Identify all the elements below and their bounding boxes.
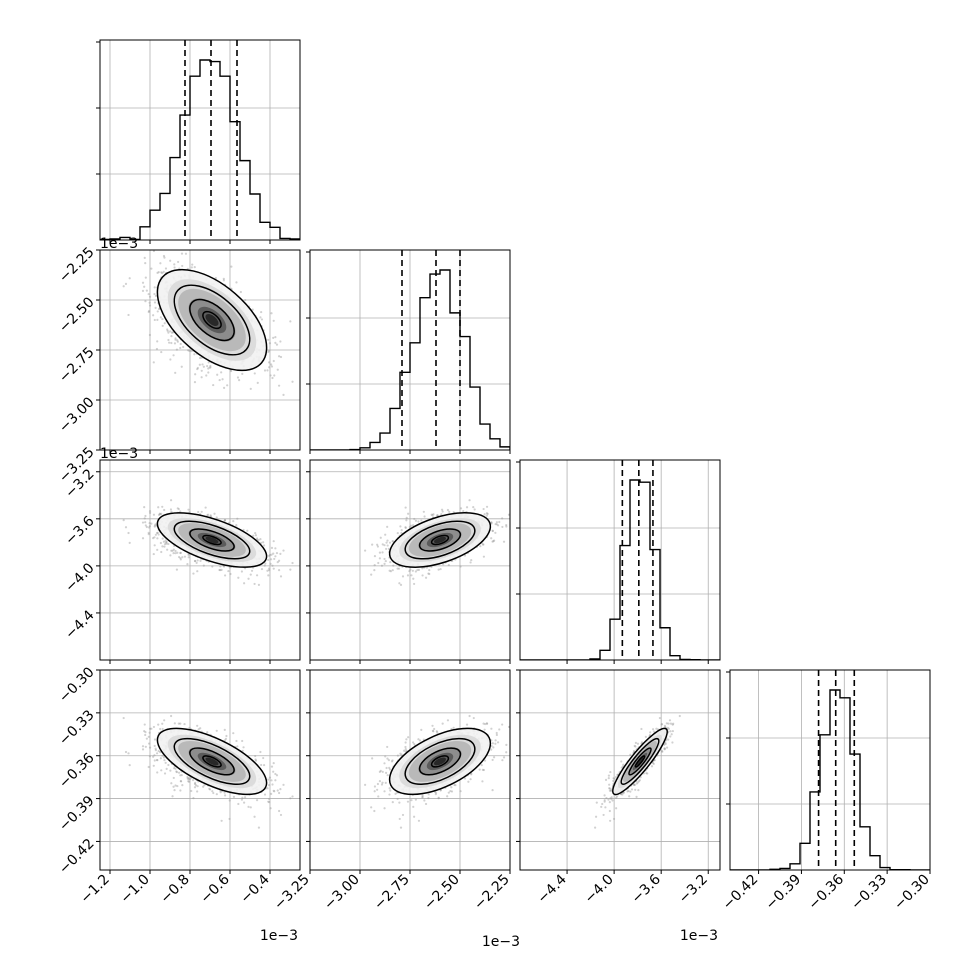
panel-frame [519,669,721,871]
scatter-panel-2-1 [306,459,511,664]
histogram-panel-3 [726,669,931,874]
histogram-step [730,689,930,870]
x-tick-label: −0.36 [805,871,847,913]
density-level-5 [205,313,219,326]
histogram-panel-0 [96,39,301,244]
panel-frame [99,39,301,241]
x-offset-label: 1e−3 [680,928,718,944]
scatter-panel-3-2 [516,669,721,874]
contour-2 [628,747,652,776]
x-tick-label: −4.4 [535,871,570,906]
density-level-5 [636,757,644,766]
contour-1 [173,284,251,356]
contour-0 [156,512,268,568]
y-tick-label: −3.00 [56,394,98,436]
contour-0 [388,512,492,568]
panel-frame [99,669,301,871]
contour-3 [430,534,450,546]
contour-2 [418,747,462,776]
x-tick-label: −3.6 [629,871,664,906]
y-tick-label: −3.6 [62,513,97,548]
contour-0 [388,727,492,796]
histogram-step [520,479,720,660]
panel-frame [729,669,931,871]
x-offset-label: 1e−3 [260,928,298,944]
contour-3 [202,534,222,546]
contour-3 [202,755,222,768]
histogram-step [100,59,300,240]
x-tick-label: −0.8 [157,872,192,907]
x-tick-label: −2.75 [371,872,413,914]
contour-2 [189,528,235,552]
x-tick-label: −2.50 [421,872,463,914]
density-level-5 [205,757,219,766]
contour-2 [189,747,235,776]
x-tick-label: −3.00 [321,872,363,914]
y-tick-label: −4.0 [62,560,97,595]
x-tick-label: −1.0 [117,872,152,907]
x-tick-label: −0.4 [237,871,272,906]
contour-2 [189,298,235,342]
y-tick-label: −2.75 [56,344,98,386]
contour-3 [202,310,222,330]
x-tick-label: −4.0 [582,872,617,907]
y-offset-label: 1e−3 [100,236,138,252]
panel-frame [99,459,301,661]
scatter-panel-1-0 [96,249,301,454]
histogram-panel-2 [516,459,721,664]
y-tick-label: −0.42 [56,836,98,878]
contour-0 [612,727,668,796]
x-tick-label: −3.2 [676,872,711,907]
x-tick-label: −0.6 [197,871,232,906]
y-tick-label: −2.50 [56,294,98,336]
x-tick-label: −0.39 [763,872,805,914]
x-tick-label: −1.2 [77,872,112,907]
x-offset-label: 1e−3 [482,934,520,950]
scatter-panel-2-0 [96,459,301,664]
x-tick-label: −0.33 [848,872,890,914]
x-tick-label: −0.30 [891,872,933,914]
panel-frame [519,459,721,661]
y-tick-label: −0.39 [56,793,98,835]
contour-0 [156,727,268,796]
y-tick-label: −0.30 [56,664,98,706]
density-level-5 [434,536,447,544]
scatter-panel-3-0 [96,669,301,874]
x-tick-label: −2.25 [471,872,513,914]
y-tick-label: −2.25 [56,244,98,286]
contour-1 [173,737,251,785]
contour-0 [156,268,268,372]
y-tick-label: −0.33 [56,707,98,749]
y-tick-label: −0.36 [56,750,98,792]
histogram-panel-1 [306,249,511,454]
density-level-5 [434,757,447,766]
scatter-panel-3-1 [306,669,511,874]
contour-1 [173,520,251,560]
x-tick-label: −3.25 [271,872,313,914]
contour-3 [634,755,646,768]
y-offset-label: 1e−3 [100,446,138,462]
contour-3 [430,755,450,768]
histogram-step [310,269,510,450]
x-tick-label: −0.42 [720,872,762,914]
contour-1 [404,737,476,785]
contour-1 [404,520,476,560]
y-tick-label: −4.4 [62,607,97,642]
density-level-5 [205,536,219,544]
contour-1 [620,737,660,785]
contour-2 [418,528,462,552]
